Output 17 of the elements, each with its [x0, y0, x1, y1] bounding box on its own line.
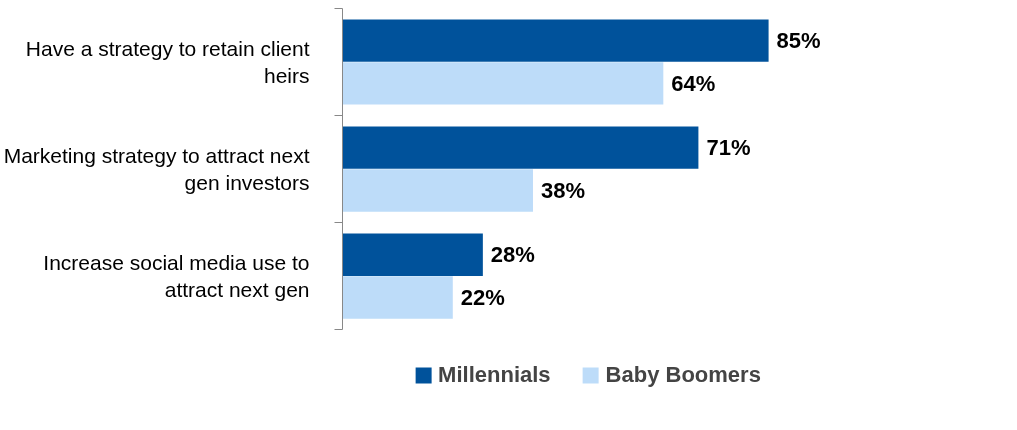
- bar: [342, 276, 453, 319]
- y-tick-label: Marketing strategy to attract next gen investors: [3, 143, 310, 195]
- legend-label: Millennials: [438, 362, 551, 388]
- data-label: 28%: [490, 242, 535, 268]
- bar: [342, 233, 483, 276]
- data-label: 38%: [540, 177, 586, 203]
- bar: [342, 126, 699, 169]
- y-tick-label: Increase social media use to attract next gen: [43, 250, 310, 302]
- data-label: 85%: [776, 28, 821, 54]
- data-label: 22%: [460, 285, 505, 311]
- bar: [342, 62, 664, 105]
- y-tick-label: Have a strategy to retain client heirs: [25, 36, 310, 88]
- data-label: 64%: [671, 70, 716, 96]
- legend-label: Baby Boomers: [605, 362, 761, 388]
- bar: [342, 19, 769, 62]
- bar: [342, 169, 533, 212]
- data-label: 71%: [706, 135, 751, 161]
